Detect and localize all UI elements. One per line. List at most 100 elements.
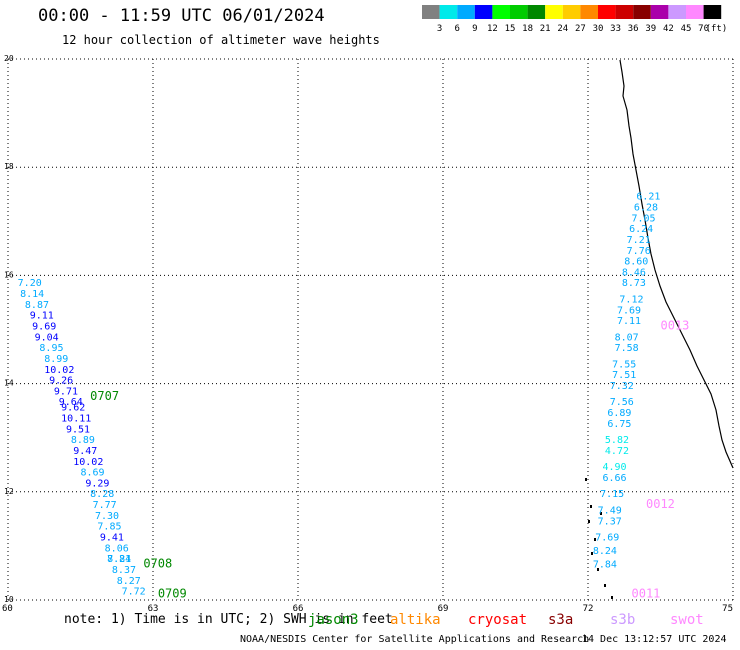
wave-height-label: 9.69 [32,322,56,333]
wave-height-label: 9.64 [59,397,83,408]
wave-height-label: 8.73 [622,278,646,289]
legend-label: 15 [505,24,516,34]
wave-height-label: 8.87 [25,300,49,311]
legend-swatch [598,5,616,19]
legend-label: 3 [437,24,442,34]
legend-label: 18 [522,24,533,34]
y-tick-label: 10 [4,595,14,604]
wave-height-label: 9.26 [49,376,73,387]
legend-unit: (ft) [706,24,728,34]
wave-height-label: 7.85 [97,522,121,533]
wave-height-label: 7.77 [93,500,117,511]
wave-height-label: 7.55 [612,359,636,370]
y-tick-label: 12 [4,487,14,496]
wave-height-label: 10.02 [44,365,74,376]
island-mark [611,596,613,599]
x-tick-label: 63 [148,604,159,614]
wave-height-label: 9.71 [54,386,78,397]
legend-label: 27 [575,24,586,34]
wave-height-label: 8.89 [71,435,95,446]
x-tick-label: 60 [2,604,13,614]
satellite-swot: swot [670,612,704,628]
legend-label: 39 [645,24,656,34]
wave-height-label: 7.72 [122,587,146,598]
coastline-path [619,59,734,469]
wave-height-label: 8.24 [593,546,617,557]
wave-height-label: 7.49 [598,505,622,516]
legend-swatch [686,5,704,19]
y-tick-label: 20 [4,54,14,63]
chart-subtitle: 12 hour collection of altimeter wave hei… [62,33,380,47]
island-mark [600,512,602,515]
data-labels: 7.208.148.879.119.699.048.958.9910.029.2… [18,192,690,601]
legend-swatch [510,5,528,19]
wave-height-label: 9.29 [85,478,109,489]
legend-swatch [439,5,458,19]
wave-height-label: 7.37 [598,516,622,527]
y-tick-label: 14 [4,379,14,388]
wave-height-label: 8.21 [107,554,131,565]
wave-height-label: 9.62 [61,403,85,414]
chart-grid [7,58,734,601]
wave-height-label: 9.04 [35,332,59,343]
color-legend: 3 6 9 12 15 18 21 24 27 30 33 36 39 42 45 70(ft) [422,5,727,34]
legend-swatch [580,5,598,19]
wave-height-label: 7.32 [610,381,634,392]
wave-height-label: 7.69 [595,532,619,543]
legend-swatch [422,5,440,19]
island-mark [604,584,606,587]
x-tick-label: 72 [583,604,594,614]
legend-swatch [615,5,634,19]
legend-swatch [474,5,493,19]
wave-height-label: 7.56 [610,397,634,408]
legend-swatch [457,5,475,19]
wave-height-label: 8.69 [81,468,105,479]
wave-height-label: 8.07 [615,332,639,343]
legend-label: 36 [628,24,639,34]
legend-swatch [562,5,581,19]
pass-time-label: 0707 [90,389,119,403]
legend-label: 9 [472,24,477,34]
wave-height-label: 9.51 [66,424,90,435]
legend-swatch [668,5,686,19]
wave-height-label: 7.05 [632,213,656,224]
x-tick-label: 69 [438,604,449,614]
legend-swatch [633,5,651,19]
wave-height-label: 9.11 [30,311,54,322]
wave-height-label: 5.82 [605,435,629,446]
legend-swatch [703,5,722,19]
island-mark [588,520,590,523]
pass-time-label: 0709 [158,586,187,600]
wave-height-label: 6.24 [629,224,653,235]
axis-ticks: 10 12 14 16 18 20 60 63 66 69 72 75 [2,54,733,614]
wave-height-label: 7.76 [627,246,651,257]
wave-height-label: 8.95 [39,343,63,354]
wave-height-label: 6.75 [607,419,631,430]
satellite-s3b: s3b [610,612,636,628]
satellite-cryosat: cryosat [468,612,528,628]
pass-time-label: 0708 [143,557,172,571]
wave-height-label: 9.41 [100,532,124,543]
wave-height-label: 7.51 [612,370,636,381]
legend-swatch [650,5,669,19]
legend-label: 70 [698,24,709,34]
wave-height-label: 8.46 [622,267,646,278]
wave-height-label: 8.06 [105,543,129,554]
y-tick-label: 18 [4,162,14,171]
wave-height-label: 8.28 [90,489,114,500]
wave-height-label: 7.58 [615,343,639,354]
legend-swatch [545,5,563,19]
generated-timestamp: 14 Dec 13:12:57 UTC 2024 [582,634,727,645]
island-mark [591,552,593,555]
wave-height-label: 6.28 [634,202,658,213]
footnote: note: 1) Time is in UTC; 2) SWH is in fe… [64,612,393,627]
wave-height-label: 9.47 [73,446,97,457]
legend-label: 12 [487,24,498,34]
wave-height-label: 8.99 [44,354,68,365]
pass-time-label: 0012 [646,497,675,511]
legend-label: 6 [454,24,459,34]
wave-height-label: 7.11 [617,316,641,327]
chart-title: 00:00 - 11:59 UTC 06/01/2024 [38,6,325,26]
wave-height-label: 7.15 [600,489,624,500]
wave-height-label: 6.21 [636,192,660,203]
